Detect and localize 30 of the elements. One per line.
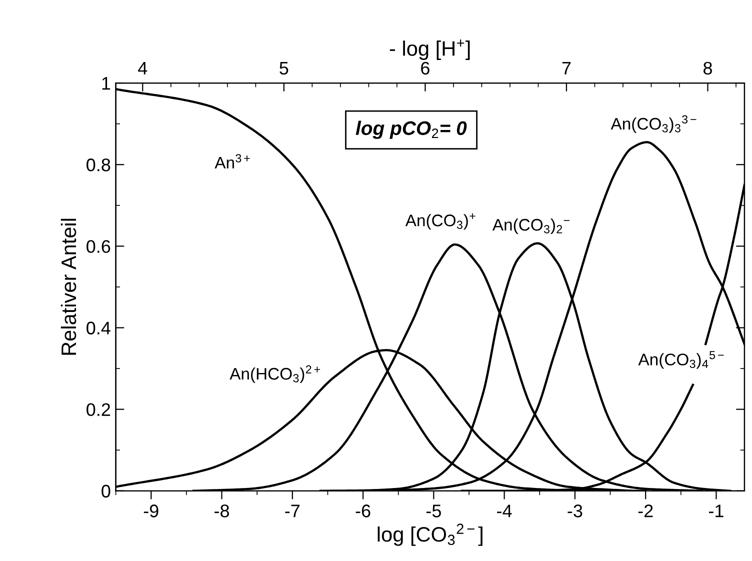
annotation: log pCO$_{2}$= 0 — [356, 120, 467, 139]
y-tick-label: 0.6 — [86, 240, 110, 253]
legend-label: An(CO$_{3}$)$_{4}$$^{5−}$ — [638, 351, 724, 369]
y-tick-label: 0.2 — [86, 403, 110, 416]
series-label: An$^{3+}$ — [214, 154, 250, 168]
series-label: An(CO$_{3}$)$^{+}$ — [405, 213, 476, 230]
x-axis-title: log [CO$_{3}$$^{2−}$] — [378, 524, 482, 546]
x-tick-label: -6 — [356, 504, 370, 518]
x2-tick-label: 8 — [704, 62, 712, 75]
y-tick-label: 0.4 — [86, 322, 110, 334]
x-tick-label: -9 — [144, 504, 158, 518]
x-tick-label: -3 — [568, 504, 582, 518]
x2-tick-label: 4 — [138, 62, 148, 74]
x-tick-label: -4 — [497, 504, 512, 518]
y-tick-label: 0.8 — [86, 158, 110, 172]
x-tick-label: -2 — [638, 504, 653, 518]
x2-tick-label: 5 — [280, 62, 288, 75]
y-tick-label: 1 — [102, 77, 110, 90]
y-tick-label: 0 — [102, 484, 110, 498]
x2-axis-title: - log [H$^{+}$] — [390, 40, 470, 60]
x2-tick-label: 7 — [562, 62, 571, 74]
x-tick-label: -8 — [214, 504, 230, 518]
series-label: An(HCO$_{3}$)$^{2+}$ — [230, 365, 320, 384]
x-tick-label: -1 — [709, 504, 724, 518]
series-label: An(CO$_{3}$)$_{3}$$^{3−}$ — [610, 115, 696, 134]
y-axis-title: Relativer Anteil — [60, 218, 76, 355]
x2-tick-label: 6 — [421, 62, 430, 75]
x-tick-label: -5 — [426, 504, 441, 518]
x-tick-label: -7 — [285, 504, 300, 518]
series-label: An(CO$_{3}$)$_{2}$$^{−}$ — [492, 218, 570, 234]
